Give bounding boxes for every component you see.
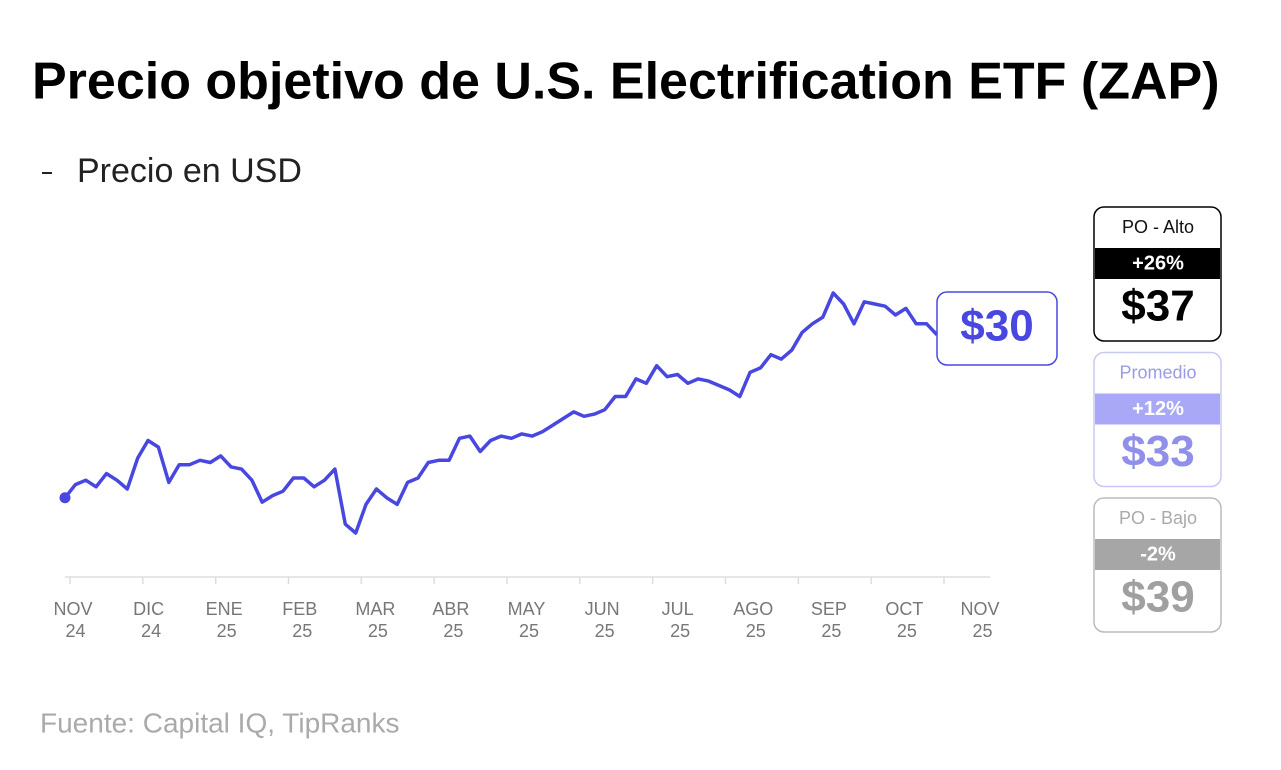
source: Fuente: Capital IQ, TipRanks bbox=[40, 707, 400, 738]
x-tick-label: NOV 24 bbox=[53, 599, 92, 641]
target-price: $33 bbox=[1121, 427, 1194, 476]
x-tick-label: ABR 25 bbox=[432, 599, 469, 641]
subtitle: Precio en USD bbox=[77, 152, 302, 190]
target-bar bbox=[1095, 248, 1220, 279]
chart-title: Precio objetivo de U.S. Electrification … bbox=[32, 53, 1220, 111]
x-tick-label: JUL 25 bbox=[662, 599, 694, 641]
last-price-box bbox=[936, 291, 1058, 366]
x-tick-label: MAR 25 bbox=[355, 599, 395, 641]
x-tick-label: DIC 24 bbox=[133, 599, 164, 641]
target-price: $39 bbox=[1121, 573, 1194, 622]
target-change: +26% bbox=[1132, 252, 1184, 274]
x-tick-label: SEP 25 bbox=[811, 599, 847, 641]
x-tick-label: FEB 25 bbox=[282, 599, 317, 641]
last-price-label: $30 bbox=[960, 302, 1033, 351]
target-change: +12% bbox=[1132, 398, 1184, 420]
x-tick-label: MAY 25 bbox=[508, 599, 546, 641]
x-tick-label: ENE 25 bbox=[206, 599, 243, 641]
price-line bbox=[63, 291, 939, 535]
target-change: -2% bbox=[1140, 543, 1176, 565]
x-tick-label: OCT 25 bbox=[885, 599, 923, 641]
target-bar bbox=[1095, 539, 1220, 570]
x-tick-label: NOV 25 bbox=[960, 599, 999, 641]
target-label: PO - Bajo bbox=[1119, 508, 1197, 528]
target-label: Promedio bbox=[1119, 362, 1196, 382]
start-dot bbox=[59, 492, 71, 504]
target-label: PO - Alto bbox=[1122, 217, 1194, 237]
target-bar bbox=[1095, 393, 1220, 425]
x-tick-label: AGO 25 bbox=[733, 599, 773, 641]
target-price: $37 bbox=[1121, 282, 1194, 331]
x-tick-label: JUN 25 bbox=[585, 599, 620, 641]
